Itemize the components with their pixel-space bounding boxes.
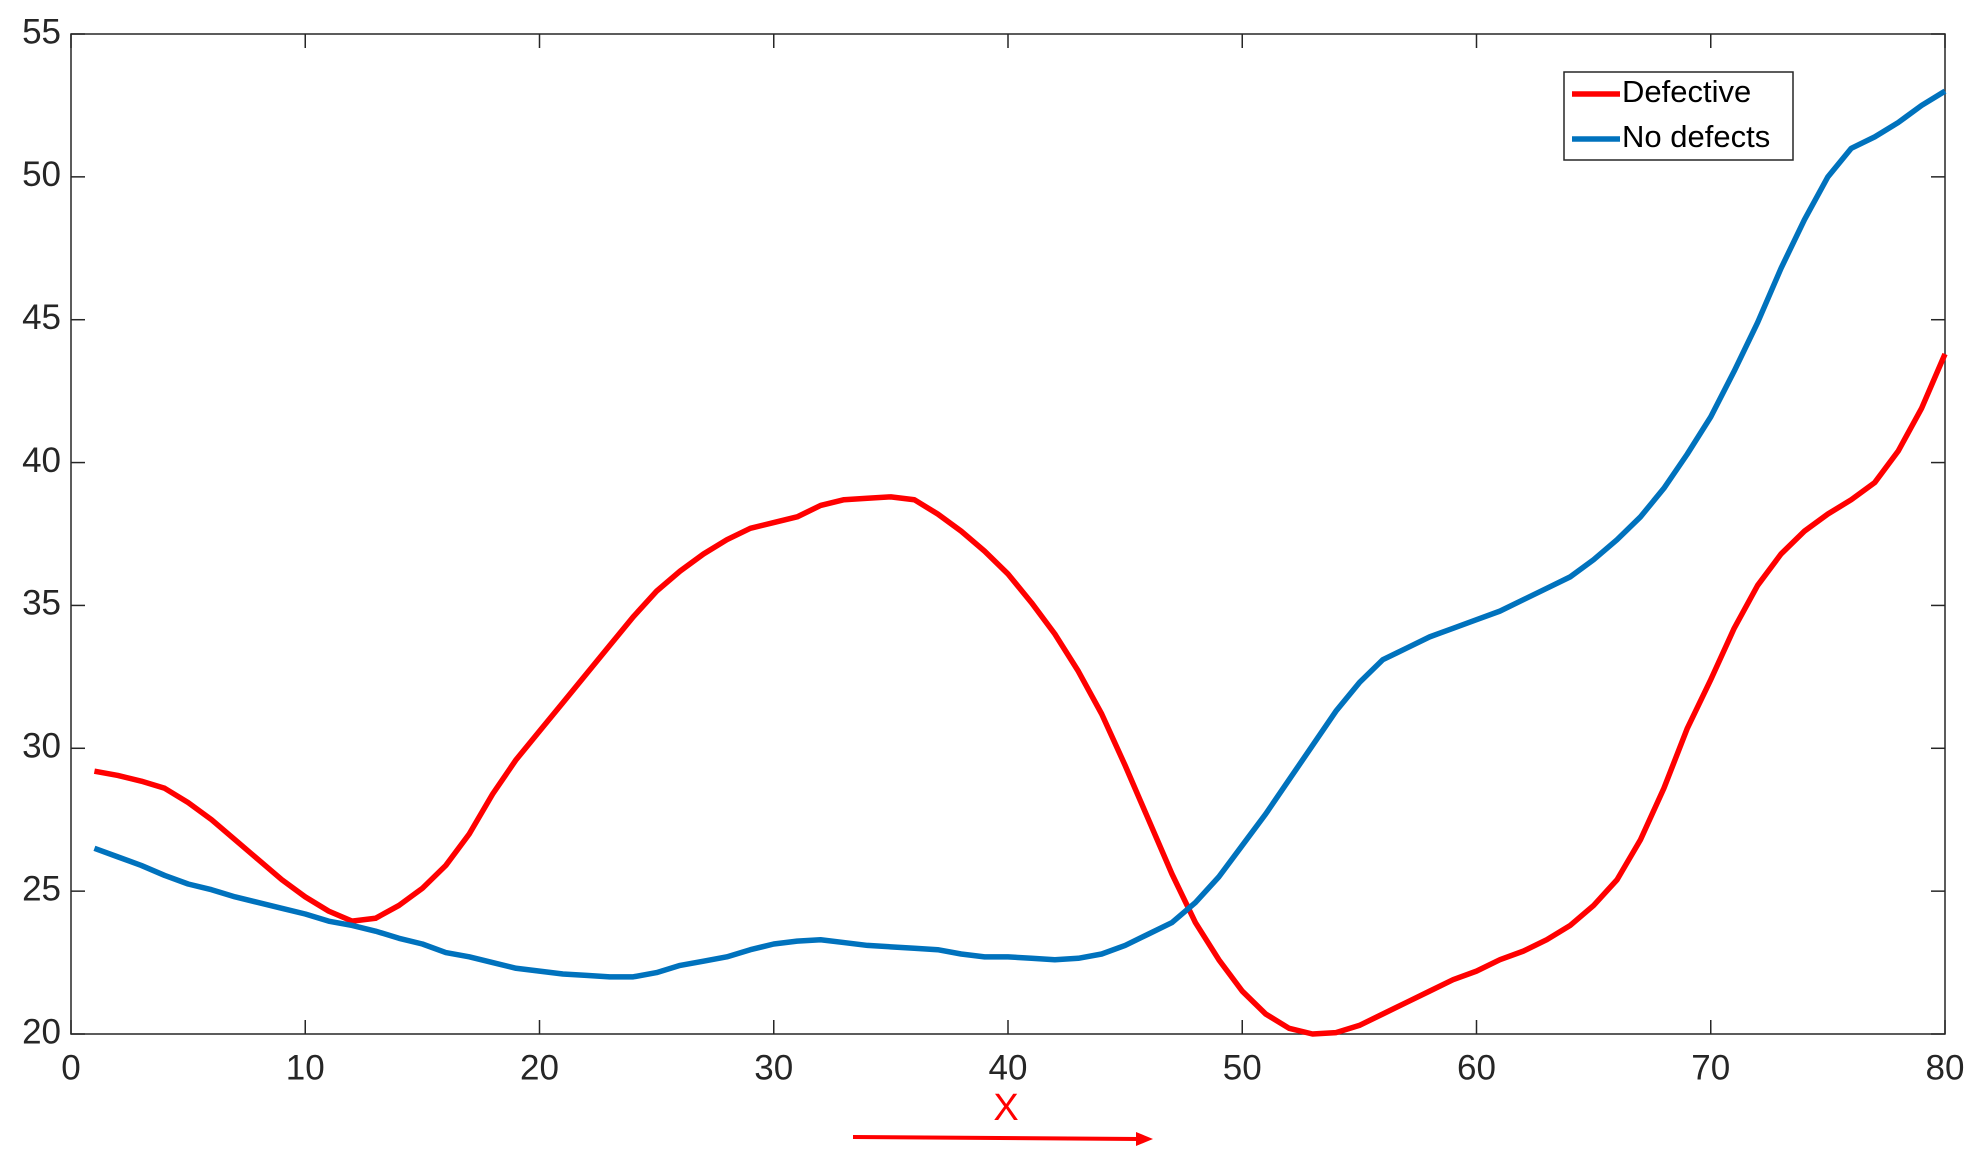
y-tick-label: 25	[22, 869, 61, 908]
legend-label: Defective	[1622, 74, 1751, 109]
x-tick-label: 80	[1926, 1048, 1965, 1087]
x-tick-label: 60	[1457, 1048, 1496, 1087]
x-tick-label: 70	[1691, 1048, 1730, 1087]
annotation-arrowhead	[1136, 1132, 1153, 1146]
legend-label: No defects	[1622, 119, 1770, 154]
y-tick-label: 40	[22, 441, 61, 480]
y-tick-label: 35	[22, 584, 61, 623]
x-tick-label: 0	[61, 1048, 80, 1087]
y-tick-label: 55	[22, 12, 61, 51]
line-series	[93, 88, 1947, 980]
x-tick-label: 40	[989, 1048, 1028, 1087]
y-tick-label: 30	[22, 727, 61, 766]
x-tick-label: 20	[520, 1048, 559, 1087]
plot-frame	[70, 33, 1946, 1035]
x-tick-label: 10	[286, 1048, 325, 1087]
y-tick-label: 45	[22, 298, 61, 337]
y-tick-label: 20	[22, 1012, 61, 1051]
legend-box	[1563, 71, 1794, 161]
annotation: X	[993, 1087, 1018, 1129]
annotation-arrow	[852, 1135, 1141, 1141]
x-tick-label: 30	[754, 1048, 793, 1087]
x-tick-label: 50	[1223, 1048, 1262, 1087]
y-tick-label: 50	[22, 155, 61, 194]
line-series	[93, 352, 1948, 1037]
